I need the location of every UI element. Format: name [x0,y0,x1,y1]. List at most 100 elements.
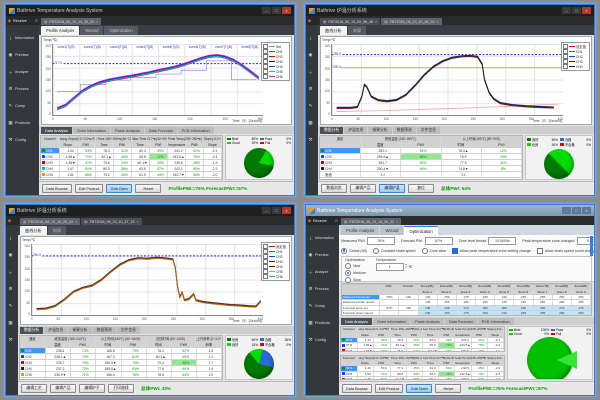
minimize-button[interactable]: – [562,7,571,14]
close-tab-icon[interactable]: × [396,219,399,224]
table-row[interactable]: CH2 238.1▲ 75% 167.3 [20,354,222,360]
legend-entry[interactable]: CH4 [263,264,288,269]
zone-table-row[interactable]: Forecast temp set 67% 118 135 145 170 [342,305,591,311]
action-button[interactable]: 编辑炉温 [379,184,405,193]
action-button[interactable]: 编辑工艺 [21,384,47,393]
sidebar-item[interactable]: ⚙ [306,85,318,93]
zone-table-row[interactable]: Forecast chain speed 140 150 175 190 [342,310,591,315]
table-row[interactable]: CH1 1.40 56% 77.1 [341,366,504,372]
legend-entry[interactable]: CH2 [263,254,288,259]
legend-checkbox[interactable] [263,244,268,249]
spin-down-icon[interactable]: ▼ [404,266,408,269]
sidebar-item[interactable]: ▦ Products [8,120,30,125]
data-tab[interactable]: 数据预测 [392,127,416,134]
legend-entry[interactable]: CH3 [263,259,288,264]
action-button[interactable]: 编辑炉子 [79,384,105,393]
close-tab-icon[interactable]: × [96,19,99,24]
close-tab-icon[interactable]: × [436,19,439,24]
field-value-input[interactable]: 76% [366,237,395,245]
sidebar-item[interactable]: ✎ Comp [8,103,26,108]
close-button[interactable]: × [582,7,591,14]
spin-up-icon[interactable]: ▲ [404,263,408,267]
legend-entry[interactable]: CH6 [263,74,288,79]
action-button[interactable]: Data Browse [42,184,72,193]
minimize-button[interactable]: – [562,207,571,214]
legend-entry[interactable]: Set [263,44,288,49]
legend-checkbox[interactable] [263,264,268,269]
data-tab[interactable]: 文件信息 [116,327,140,334]
legend-entry[interactable]: CH1 [263,249,288,254]
sidebar-item[interactable]: ≈ [306,68,318,76]
page-tab[interactable]: Optimization [404,226,438,235]
temperature-stepper[interactable]: 1 ▲ ▼ ℃ [375,263,412,271]
table-row[interactable]: CH1 1.42 53% 78.4 [341,337,504,344]
sidebar-header[interactable]: ◆ [306,16,318,25]
action-button[interactable]: Edit Oven [106,184,133,193]
legend-entry[interactable]: CH6 [263,274,288,279]
table-row[interactable]: CH3 251.7 52% 77.5 [320,160,522,166]
mode-radio[interactable]: Zone wise [421,247,446,254]
close-button[interactable]: × [282,207,291,214]
legend-entry[interactable]: CH3 [563,59,588,64]
table-row[interactable]: CH4 237.2 72% 169.8▲ [20,366,222,372]
scrollbar[interactable] [590,236,593,256]
field-value-input[interactable]: 10.0000s [488,237,517,245]
table-row[interactable]: 差值 2.4 3.9 [20,378,222,379]
pin-icon[interactable]: ⊙ [334,218,338,223]
sidebar-header[interactable]: ◆ [6,216,18,225]
titlebar[interactable]: Bathrive Temperature Analysis System – □… [6,5,294,16]
zone-table-row[interactable]: Measured temp set 76% 120 140 150 175 [342,294,591,301]
action-button[interactable]: 编辑产品 [50,384,76,393]
legend-entry[interactable]: CH5 [263,69,288,74]
legend-entry[interactable]: 设定值 [563,44,588,49]
sidebar-item[interactable]: ⚒ [306,136,318,144]
table-row[interactable]: CH3 1.38▼ 47% 75.6 [41,160,222,166]
mode-radio[interactable]: Global (All) [341,247,367,254]
action-button[interactable]: Edit Oven [406,384,433,393]
legend-checkbox[interactable] [263,249,268,254]
table-row[interactable]: CH3 1.36 50% 74.3▼ [341,377,504,380]
sidebar-item[interactable]: ◉ Preview [8,52,29,57]
legend-entry[interactable]: CH1 [563,49,588,54]
legend-checkbox[interactable] [563,59,568,64]
profile-plot[interactable]: 255.0 200.0 [331,44,563,116]
sidebar-item[interactable]: i Information [310,235,334,241]
sidebar-item[interactable]: ◉ Preview [308,252,329,257]
legend-entry[interactable]: CH2 [563,54,588,59]
option-checkbox[interactable]: Allow chain speed count change [536,247,594,254]
sidebar-item[interactable]: ✎ [6,302,18,310]
page-tab[interactable]: Profile Analysis [41,26,80,35]
action-button[interactable]: Edit Product [374,384,404,393]
table-row[interactable]: CH3 235.7 70% 165.9▼ [20,360,222,366]
close-button[interactable]: × [582,207,591,214]
table-row[interactable]: CH2 1.56▲ 71% 82.1▲ [341,343,504,349]
data-tab[interactable]: 数据预测 [92,327,116,334]
data-tab[interactable]: Data Analysis [41,127,73,134]
sidebar-item[interactable]: ⚒ [6,336,18,344]
sidebar-item[interactable]: ◉ [306,51,318,59]
close-tab-icon[interactable]: × [75,219,78,224]
data-tab[interactable]: Oven Information [73,127,111,134]
page-tab[interactable]: 曲线分析 [320,26,347,35]
legend-checkbox[interactable] [263,64,268,69]
minimize-button[interactable]: – [262,7,271,14]
speed-radio[interactable]: Medium [345,270,366,276]
data-tab[interactable]: Data Forecast [444,318,477,325]
speed-radio[interactable]: Slow [345,277,366,283]
legend-checkbox[interactable] [263,69,268,74]
data-tab[interactable]: 数据分析 [320,127,344,134]
page-tab[interactable]: Wizard [380,226,404,235]
sidebar-item[interactable]: ≈ Analyze [309,269,329,275]
profile-plot[interactable]: 250.0 [31,244,263,316]
action-button[interactable]: Reset [435,384,462,393]
maximize-button[interactable]: □ [272,7,281,14]
table-row[interactable]: CH2 1.56▲ 71% 82.1▲ [41,154,222,160]
file-tab[interactable]: ▤ FBT2018_08_13_14_30_22 × [41,18,102,25]
legend-checkbox[interactable] [263,74,268,79]
page-tab[interactable]: Profile Analysis [341,226,380,235]
data-tab[interactable]: 文件信息 [416,127,440,134]
maximize-button[interactable]: □ [572,7,581,14]
legend-checkbox[interactable] [263,54,268,59]
action-button[interactable]: 复位 [408,184,434,193]
legend-entry[interactable]: CH4 [563,64,588,69]
